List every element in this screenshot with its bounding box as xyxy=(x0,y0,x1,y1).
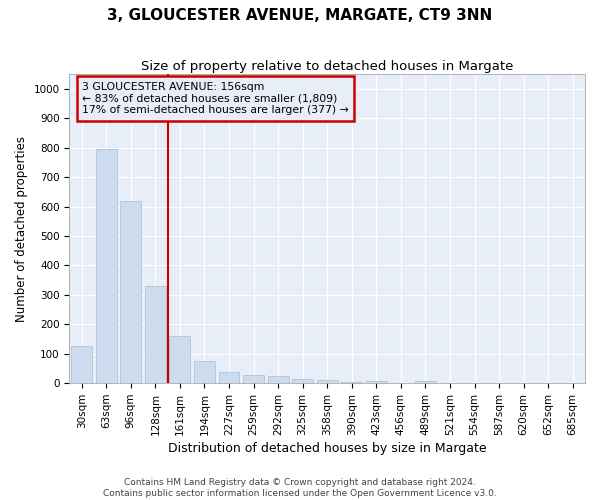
Bar xyxy=(243,375,264,383)
Bar xyxy=(121,200,141,383)
Text: 3, GLOUCESTER AVENUE, MARGATE, CT9 3NN: 3, GLOUCESTER AVENUE, MARGATE, CT9 3NN xyxy=(107,8,493,22)
Bar xyxy=(317,380,338,383)
Bar xyxy=(292,379,313,383)
Bar xyxy=(268,376,289,383)
Bar xyxy=(218,372,239,383)
Bar xyxy=(415,381,436,383)
Bar xyxy=(194,361,215,383)
X-axis label: Distribution of detached houses by size in Margate: Distribution of detached houses by size … xyxy=(168,442,487,455)
Text: 3 GLOUCESTER AVENUE: 156sqm
← 83% of detached houses are smaller (1,809)
17% of : 3 GLOUCESTER AVENUE: 156sqm ← 83% of det… xyxy=(82,82,349,115)
Bar xyxy=(96,149,116,383)
Bar xyxy=(169,336,190,383)
Bar xyxy=(341,382,362,383)
Bar xyxy=(145,286,166,383)
Bar xyxy=(366,381,387,383)
Text: Contains HM Land Registry data © Crown copyright and database right 2024.
Contai: Contains HM Land Registry data © Crown c… xyxy=(103,478,497,498)
Y-axis label: Number of detached properties: Number of detached properties xyxy=(15,136,28,322)
Title: Size of property relative to detached houses in Margate: Size of property relative to detached ho… xyxy=(141,60,514,73)
Bar xyxy=(71,346,92,383)
